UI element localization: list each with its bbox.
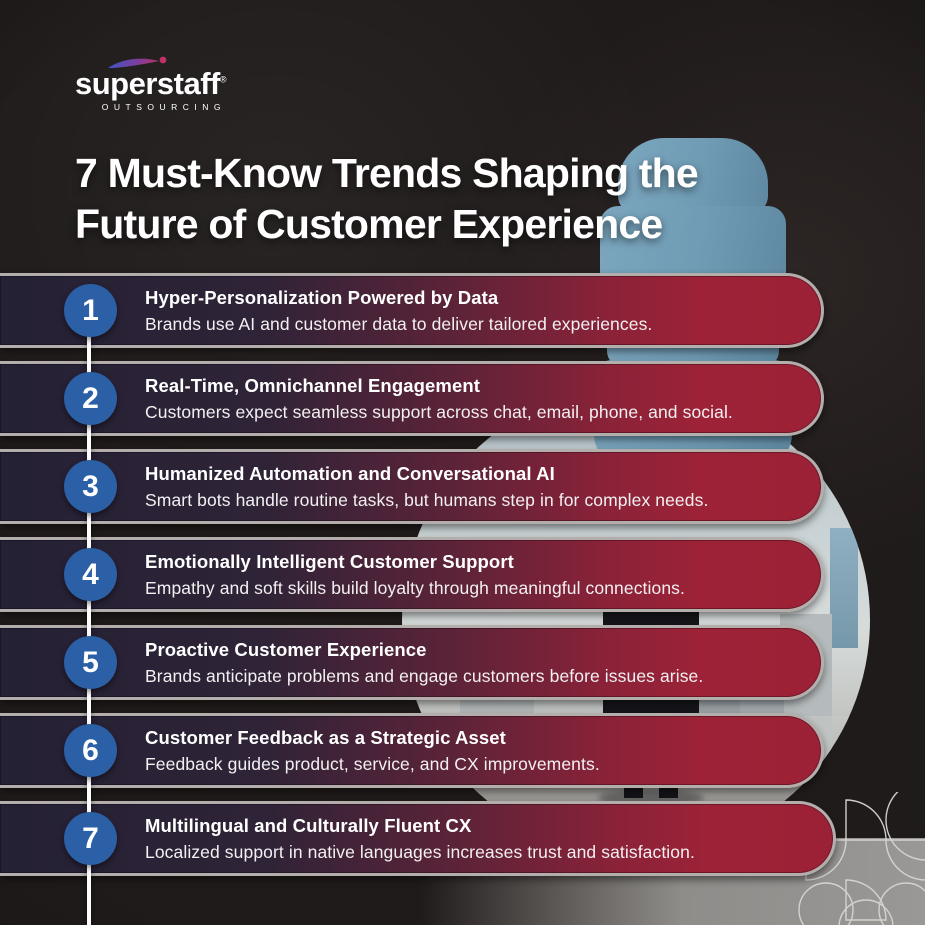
trend-heading: Emotionally Intelligent Customer Support (145, 550, 514, 572)
trend-number-badge: 5 (64, 636, 117, 689)
trend-bar: Customer Feedback as a Strategic Asset F… (0, 713, 824, 788)
trend-heading: Humanized Automation and Conversational … (145, 462, 555, 484)
logo-wordmark: superstaff® (75, 66, 227, 101)
trend-row: Multilingual and Culturally Fluent CX Lo… (0, 801, 836, 876)
trend-row: Proactive Customer Experience Brands ant… (0, 625, 824, 700)
trend-heading: Proactive Customer Experience (145, 638, 427, 660)
trend-number-badge: 2 (64, 372, 117, 425)
trend-row: Emotionally Intelligent Customer Support… (0, 537, 824, 612)
logo-text: superstaff (75, 66, 220, 101)
timeline-line (87, 300, 91, 925)
trend-number-badge: 7 (64, 812, 117, 865)
trend-bar: Emotionally Intelligent Customer Support… (0, 537, 824, 612)
page-title: 7 Must-Know Trends Shaping the Future of… (75, 148, 699, 251)
trend-description: Smart bots handle routine tasks, but hum… (145, 489, 709, 510)
geometric-pattern (798, 792, 925, 925)
trend-bar: Humanized Automation and Conversational … (0, 449, 824, 524)
brand-logo: superstaff® OUTSOURCING (75, 52, 227, 112)
city-building (830, 528, 858, 648)
trend-row: Customer Feedback as a Strategic Asset F… (0, 713, 824, 788)
trend-heading: Hyper-Personalization Powered by Data (145, 286, 499, 308)
logo-dot-icon (159, 56, 167, 64)
trend-row: Real-Time, Omnichannel Engagement Custom… (0, 361, 824, 436)
trend-description: Empathy and soft skills build loyalty th… (145, 577, 685, 598)
trend-bar: Proactive Customer Experience Brands ant… (0, 625, 824, 700)
trend-description: Brands anticipate problems and engage cu… (145, 665, 704, 686)
trend-number-badge: 1 (64, 284, 117, 337)
trend-number-badge: 4 (64, 548, 117, 601)
trend-row: Humanized Automation and Conversational … (0, 449, 824, 524)
trend-description: Feedback guides product, service, and CX… (145, 753, 600, 774)
trend-row: Hyper-Personalization Powered by Data Br… (0, 273, 824, 348)
trend-heading: Customer Feedback as a Strategic Asset (145, 726, 506, 748)
trend-heading: Real-Time, Omnichannel Engagement (145, 374, 481, 396)
trend-number-badge: 3 (64, 460, 117, 513)
logo-tagline: OUTSOURCING (101, 102, 227, 112)
registered-mark: ® (219, 74, 227, 85)
logo-swoosh-icon (108, 56, 167, 68)
trend-bar: Multilingual and Culturally Fluent CX Lo… (0, 801, 836, 876)
page-title-line2: Future of Customer Experience (75, 201, 663, 248)
trend-description: Customers expect seamless support across… (145, 401, 733, 422)
lightbulb-screw-cap (618, 138, 768, 214)
page-title-line1: 7 Must-Know Trends Shaping the (75, 150, 699, 196)
trend-description: Brands use AI and customer data to deliv… (145, 313, 653, 334)
trend-number-badge: 6 (64, 724, 117, 777)
trend-bar: Hyper-Personalization Powered by Data Br… (0, 273, 824, 348)
trend-heading: Multilingual and Culturally Fluent CX (145, 814, 472, 836)
trend-description: Localized support in native languages in… (145, 841, 695, 862)
trend-bar: Real-Time, Omnichannel Engagement Custom… (0, 361, 824, 436)
